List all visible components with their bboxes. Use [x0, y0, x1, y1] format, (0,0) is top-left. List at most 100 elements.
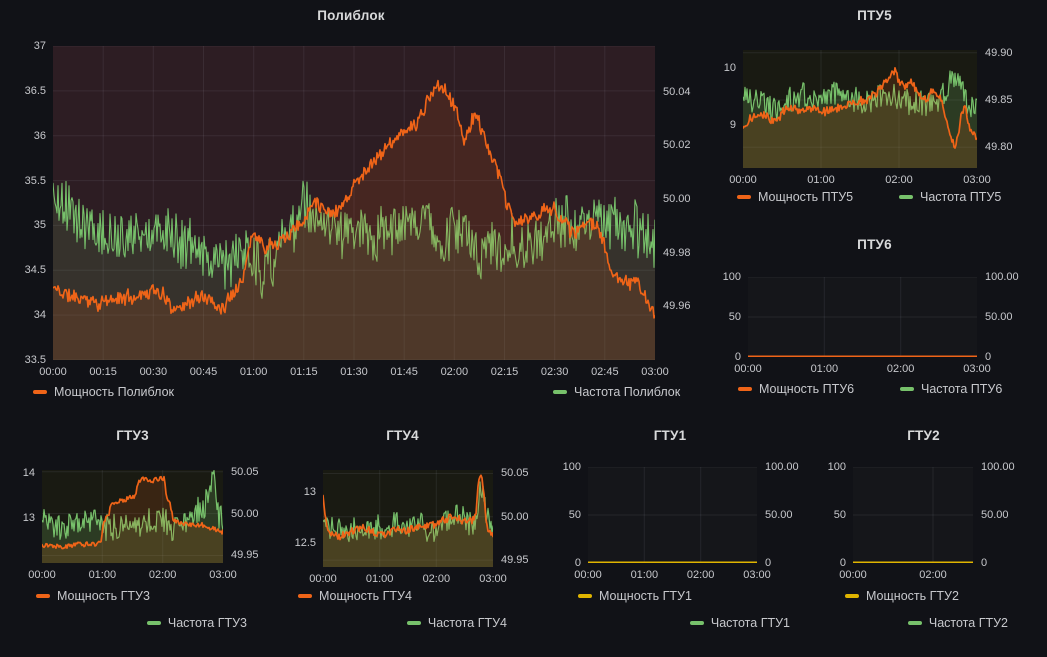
- legend-item[interactable]: Частота ГТУ2: [907, 615, 1008, 631]
- y-axis-tick-label-left: 35: [33, 219, 46, 232]
- chart-area-ptu5[interactable]: [743, 50, 977, 168]
- x-axis-tick-label: 01:45: [390, 366, 418, 378]
- legend-item[interactable]: Мощность ГТУ2: [845, 588, 959, 604]
- x-axis-tick-label: 00:00: [28, 569, 56, 581]
- legend-item[interactable]: Частота ПТУ6: [900, 381, 1002, 397]
- panel-title-ptu6[interactable]: ПТУ6: [857, 237, 892, 252]
- series-fill: [323, 475, 493, 567]
- y-axis-tick-label-left: 50: [568, 509, 581, 521]
- y-axis-tick-label-left: 9: [729, 119, 736, 132]
- y-axis-tick-label-left: 36.5: [24, 84, 46, 97]
- x-axis-tick-label: 00:00: [839, 569, 867, 581]
- panel-gtu2: ГТУ2 100 50 0 100.00 50.00 0 00:00 02:00 Мощност…: [800, 420, 1047, 657]
- legend-label: Частота Полиблок: [574, 385, 681, 399]
- grid-lines: [748, 277, 977, 357]
- legend-swatch: [738, 387, 752, 391]
- y-axis-tick-label-left: 0: [574, 557, 581, 569]
- chart-area-poliblok[interactable]: [53, 46, 655, 360]
- legend-label: Мощность ГТУ4: [319, 589, 412, 603]
- legend-label: Мощность ГТУ1: [599, 589, 692, 603]
- x-axis-tick-label: 01:00: [365, 573, 394, 585]
- legend-item[interactable]: Мощность ПТУ5: [737, 189, 853, 205]
- y-axis-tick-label-right: 50.00: [985, 311, 1013, 323]
- y-axis-tick-label-right: 49.85: [985, 94, 1013, 107]
- y-axis-tick-label-left: 36: [33, 129, 46, 142]
- panel-title-gtu2[interactable]: ГТУ2: [907, 428, 940, 443]
- legend-label: Частота ПТУ6: [921, 382, 1003, 396]
- panel-title-gtu1[interactable]: ГТУ1: [653, 428, 687, 443]
- y-axis-tick-label-left: 35.5: [24, 174, 46, 187]
- y-axis-tick-label-right: 0: [985, 351, 992, 363]
- x-axis-tick-label: 02:00: [886, 363, 915, 375]
- y-axis-tick-label-right: 50.00: [501, 510, 529, 523]
- panel-title-poliblok[interactable]: Полиблок: [317, 8, 385, 23]
- legend-item[interactable]: Мощность ГТУ1: [578, 588, 692, 604]
- y-axis-tick-label-right: 100.00: [765, 461, 799, 473]
- legend-item[interactable]: Частота ГТУ4: [406, 615, 507, 631]
- legend-swatch: [689, 621, 704, 625]
- legend-item[interactable]: Мощность ГТУ3: [36, 588, 150, 604]
- legend-swatch: [553, 390, 567, 394]
- chart-area-gtu2[interactable]: [853, 467, 973, 563]
- chart-area-ptu6[interactable]: [748, 277, 977, 357]
- legend-label: Мощность Полиблок: [54, 385, 174, 399]
- legend-item[interactable]: Частота ГТУ1: [689, 615, 790, 631]
- y-axis-tick-label-left: 34: [33, 309, 46, 322]
- x-axis-tick-label: 03:00: [743, 569, 771, 581]
- legend-item[interactable]: Мощность Полиблок: [33, 384, 174, 400]
- x-axis-tick-label: 03:00: [963, 363, 991, 375]
- x-axis-tick-label: 01:15: [290, 366, 318, 378]
- x-axis-tick-label: 00:00: [309, 573, 337, 585]
- panel-poliblok: Полиблок 37 36.5 36 35.5 35 34.5 34 33.5 50.04 50…: [0, 0, 702, 414]
- legend-item[interactable]: Мощность ПТУ6: [738, 381, 854, 397]
- chart-area-gtu4[interactable]: [323, 470, 493, 567]
- chart-area-gtu1[interactable]: [588, 467, 757, 563]
- y-axis-tick-label-left: 33.5: [24, 354, 46, 366]
- panel-title-gtu4[interactable]: ГТУ4: [386, 428, 419, 443]
- legend-label: Частота ПТУ5: [920, 190, 1002, 204]
- legend-label: Частота ГТУ3: [167, 616, 247, 630]
- y-axis-tick-label-right: 50.02: [663, 139, 691, 152]
- y-axis-tick-label-right: 49.80: [985, 141, 1013, 154]
- x-axis-tick-label: 02:45: [591, 366, 619, 378]
- legend-item[interactable]: Частота Полиблок: [553, 384, 680, 400]
- series-fill: [53, 181, 655, 360]
- y-axis-tick-label-left: 100: [562, 461, 581, 473]
- panel-title-gtu3[interactable]: ГТУ3: [116, 428, 149, 443]
- legend-swatch: [298, 594, 312, 598]
- legend-swatch: [406, 621, 421, 625]
- legend-item[interactable]: Частота ГТУ3: [146, 615, 247, 631]
- y-axis-tick-label-right: 50.00: [663, 192, 691, 205]
- y-axis-tick-label-left: 14: [22, 467, 35, 480]
- plot-canvas: [853, 467, 973, 563]
- series-fill: [323, 482, 493, 567]
- panel-ptu6: ПТУ6 100 50 0 100.00 50.00 0 00:00 01:00 02:00 03…: [702, 225, 1047, 420]
- legend-swatch: [36, 594, 50, 598]
- plot-canvas: [748, 277, 977, 357]
- y-axis-tick-label-left: 50: [833, 509, 846, 521]
- legend-item[interactable]: Частота ПТУ5: [899, 189, 1001, 205]
- legend-item[interactable]: Мощность ГТУ4: [298, 588, 412, 604]
- series-fill: [743, 67, 977, 168]
- x-axis-tick-label: 01:00: [807, 174, 835, 186]
- series-line: [743, 67, 977, 149]
- series-fill: [53, 80, 655, 360]
- x-axis-tick-label: 01:00: [88, 569, 117, 581]
- chart-area-gtu3[interactable]: [42, 470, 223, 563]
- legend-label: Мощность ПТУ5: [758, 190, 854, 204]
- x-axis-tick-label: 03:00: [963, 174, 991, 186]
- panel-ptu5: ПТУ5 10 9 49.90 49.85 49.80 00:00 01:00 02:00 03…: [702, 0, 1047, 225]
- series-line: [53, 79, 655, 319]
- y-axis-tick-label-right: 49.95: [501, 554, 529, 567]
- plot-background: [748, 277, 977, 357]
- x-axis-tick-label: 02:15: [490, 366, 519, 378]
- y-axis-tick-label-right: 0: [765, 557, 772, 569]
- series-line: [42, 475, 223, 550]
- panel-title-ptu5[interactable]: ПТУ5: [857, 8, 892, 23]
- plot-background: [853, 467, 973, 563]
- x-axis-tick-label: 02:00: [440, 366, 469, 378]
- x-axis-tick-label: 03:00: [641, 366, 669, 378]
- legend-swatch: [907, 621, 922, 625]
- y-axis-tick-label-right: 100.00: [981, 461, 1015, 473]
